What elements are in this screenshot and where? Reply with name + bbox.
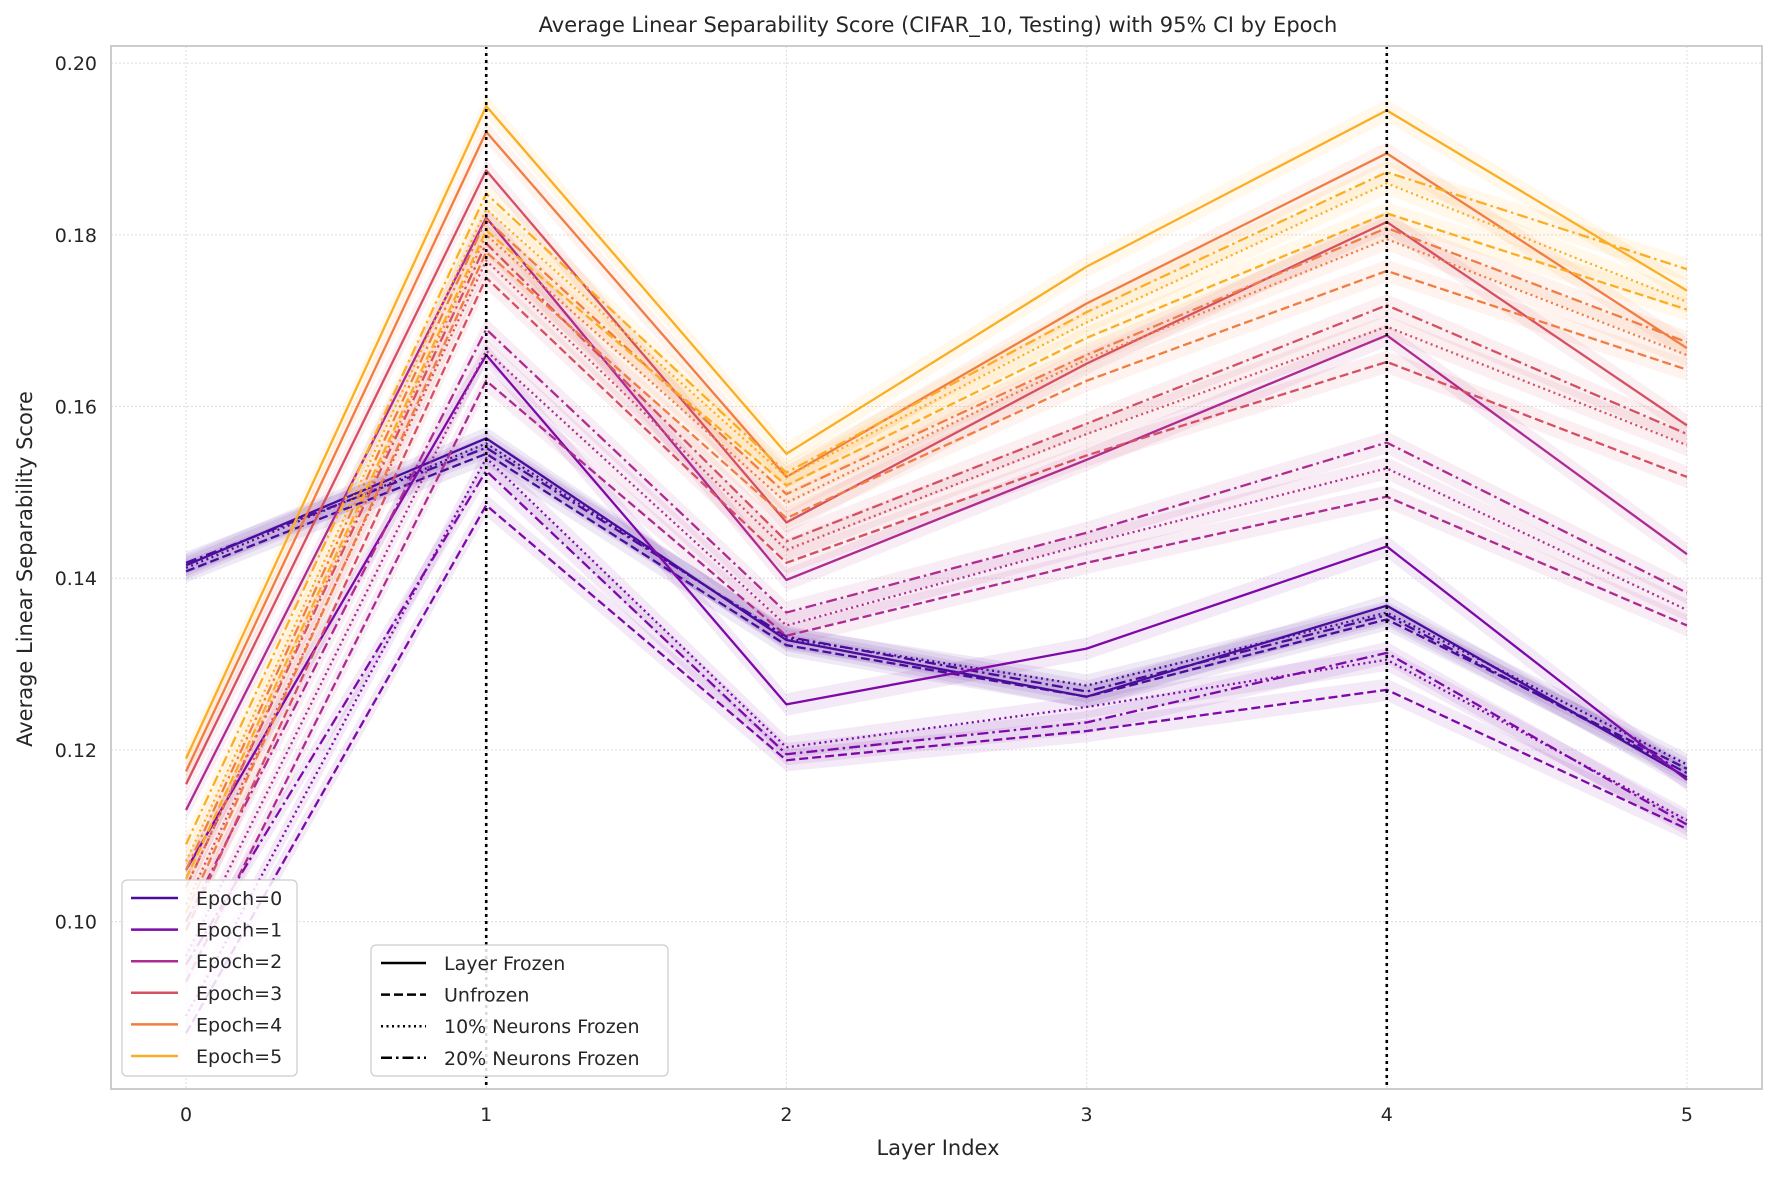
series-line [185,379,1688,983]
ci-band [186,206,1687,822]
ci-band [186,202,1687,890]
legend-label: 10% Neurons Frozen [444,1016,639,1038]
series-line [185,169,1688,785]
ci-band [186,172,1687,873]
series-line [185,259,1688,905]
ci-band [186,240,1687,925]
plot-frame [110,45,1763,1090]
series-line [185,452,1688,770]
x-axis-label: Layer Index [876,1136,999,1160]
reference-lines [484,46,1389,1089]
series-line [185,328,1688,923]
y-tick-label: 0.16 [55,397,97,419]
legend-label: Epoch=5 [196,1046,282,1068]
legend-label: Epoch=0 [196,888,282,910]
y-tick-label: 0.18 [55,225,97,247]
series-line [185,182,1688,862]
y-tick-label: 0.10 [55,912,97,934]
series-line [185,242,1688,888]
ci-band [186,432,1687,776]
x-tick-label: 2 [780,1104,792,1126]
ci-band [186,442,1687,780]
series-lines [184,104,1688,1034]
legend-epochs: Epoch=0 Epoch=1 Epoch=2 Epoch=3 Epoch=4 Epoch… [121,879,298,1077]
ci-band [186,318,1687,933]
legend-label: Epoch=3 [196,983,282,1005]
series-line [185,504,1688,1034]
legend-label: Layer Frozen [444,953,565,975]
y-tick-label: 0.20 [55,53,97,75]
series-line [185,130,1688,772]
legend-label: 20% Neurons Frozen [444,1048,639,1070]
series-line [185,276,1688,931]
legend-label: Epoch=2 [196,951,282,973]
legend-line-styles: Layer Frozen Unfrozen 10% Neurons Frozen 20… [370,944,669,1077]
confidence-bands [186,94,1687,1045]
series-line [185,104,1688,759]
series-line [185,171,1688,845]
x-tick-label: 4 [1381,1104,1393,1126]
series-line [185,212,1688,880]
legend-label: Epoch=1 [196,920,282,942]
grid-lines [111,46,1762,1089]
x-tick-label: 5 [1681,1104,1693,1126]
series-line [185,446,1688,775]
series-line [184,250,1688,914]
y-axis-label: Average Linear Separability Score [13,391,37,747]
series-line [185,218,1688,871]
chart-title: Average Linear Separability Score (CIFAR… [539,13,1338,38]
series-line [185,442,1688,766]
ci-band [186,436,1687,785]
x-tick-label: 1 [480,1104,492,1126]
series-line [185,437,1688,779]
legend-label: Epoch=4 [196,1014,282,1036]
x-tick-label: 0 [180,1104,192,1126]
legend-label: Unfrozen [444,985,529,1007]
ci-band [186,223,1687,899]
series-line [185,349,1688,957]
series-line [185,469,1688,966]
series-line [185,353,1688,871]
ci-band [186,446,1687,1028]
axis-ticks: 0 1 2 3 4 5 0.10 0.12 0.14 0.16 0.18 0.20 [55,53,1693,1126]
ci-band [186,339,1687,968]
ci-band [186,161,1687,856]
y-tick-label: 0.14 [55,568,97,590]
x-tick-label: 3 [1081,1104,1093,1126]
ci-band [186,208,1687,882]
y-tick-label: 0.12 [55,740,97,762]
legend-frame [370,944,669,1077]
